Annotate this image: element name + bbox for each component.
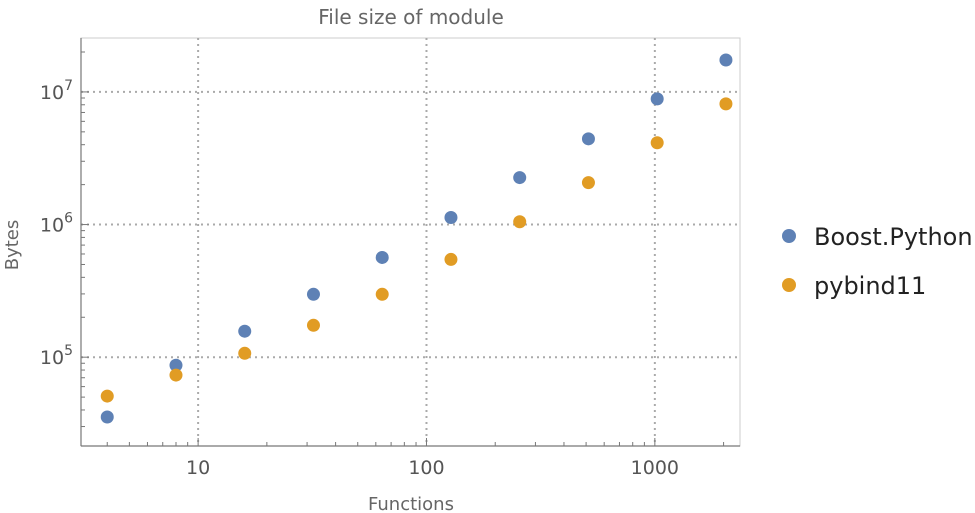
data-point-pybind11 xyxy=(169,368,183,382)
x-tick-label: 1000 xyxy=(631,457,679,479)
data-point-pybind11 xyxy=(375,287,389,301)
data-point-pybind11 xyxy=(100,389,114,403)
data-point-pybind11 xyxy=(306,318,320,332)
x-tick-label: 10 xyxy=(186,457,210,479)
legend-marker xyxy=(782,229,796,243)
chart-title: File size of module xyxy=(318,5,504,29)
data-point-boost-python xyxy=(719,53,733,67)
data-point-boost-python xyxy=(306,287,320,301)
data-point-pybind11 xyxy=(444,252,458,266)
y-axis-label: Bytes xyxy=(2,220,23,271)
data-point-pybind11 xyxy=(581,176,595,190)
legend-marker xyxy=(782,278,796,292)
data-point-boost-python xyxy=(100,410,114,424)
data-point-pybind11 xyxy=(719,97,733,111)
legend-label: Boost.Python xyxy=(814,223,973,251)
data-point-pybind11 xyxy=(238,346,252,360)
data-point-boost-python xyxy=(375,250,389,264)
data-point-boost-python xyxy=(581,132,595,146)
y-tick-label: 105 xyxy=(40,343,73,369)
data-point-pybind11 xyxy=(650,136,664,150)
data-point-boost-python xyxy=(650,92,664,106)
data-point-boost-python xyxy=(169,358,183,372)
data-point-boost-python xyxy=(513,171,527,185)
data-point-boost-python xyxy=(238,324,252,338)
y-tick-label: 106 xyxy=(40,211,73,237)
x-tick-label: 100 xyxy=(408,457,444,479)
plot-frame xyxy=(80,37,741,447)
y-tick-label: 107 xyxy=(40,78,73,104)
x-axis-label: Functions xyxy=(368,494,454,513)
legend: Boost.Python pybind11 xyxy=(782,223,973,300)
data-point-pybind11 xyxy=(513,215,527,229)
data-point-boost-python xyxy=(444,211,458,225)
legend-label: pybind11 xyxy=(814,272,926,300)
